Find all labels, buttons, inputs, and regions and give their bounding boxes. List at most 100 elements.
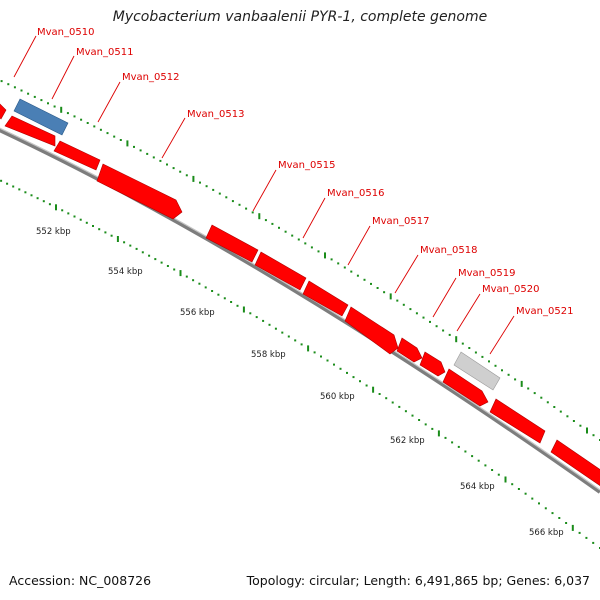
gene-arrow[interactable]	[396, 337, 423, 363]
kbp-label: 564 kbp	[460, 482, 495, 492]
minor-tick	[148, 254, 151, 257]
major-tick	[307, 345, 310, 352]
minor-tick	[185, 174, 188, 177]
gene-arrow[interactable]	[0, 100, 7, 120]
minor-tick	[431, 427, 434, 430]
gene-box-blue[interactable]	[13, 98, 69, 136]
kbp-label: 552 kbp	[36, 227, 71, 237]
minor-tick	[572, 420, 575, 422]
gene-arrow[interactable]	[442, 368, 489, 407]
minor-tick	[80, 118, 83, 121]
minor-tick	[398, 405, 401, 408]
gene-arrow[interactable]	[96, 163, 183, 220]
leader-line	[51, 55, 75, 100]
minor-tick	[113, 135, 116, 138]
minor-tick	[409, 308, 412, 311]
minor-tick	[422, 316, 425, 319]
minor-tick	[359, 380, 361, 383]
minor-tick	[205, 185, 208, 188]
minor-tick	[110, 234, 113, 237]
minor-tick	[310, 246, 313, 249]
minor-tick	[159, 159, 162, 162]
gene-label[interactable]: Mvan_0520	[482, 284, 539, 295]
minor-tick	[24, 191, 27, 194]
minor-tick	[565, 522, 568, 524]
minor-tick	[461, 342, 464, 345]
minor-tick	[179, 170, 182, 173]
minor-tick	[481, 355, 484, 358]
minor-tick	[494, 364, 497, 367]
minor-tick	[424, 423, 427, 426]
minor-tick	[135, 247, 138, 250]
major-tick	[55, 204, 57, 211]
minor-tick	[262, 319, 265, 322]
leader-line	[161, 117, 186, 159]
minor-tick	[129, 244, 132, 247]
minor-tick	[471, 455, 474, 458]
minor-tick	[514, 378, 517, 381]
gene-arrow[interactable]	[254, 251, 307, 291]
kbp-label: 558 kbp	[251, 350, 286, 360]
gene-box-gray[interactable]	[453, 351, 501, 391]
major-tick	[324, 252, 326, 259]
minor-tick	[98, 228, 101, 231]
gene-arrow[interactable]	[53, 140, 101, 171]
minor-tick	[13, 86, 16, 89]
minor-tick	[278, 226, 280, 229]
minor-tick	[592, 541, 595, 544]
minor-tick	[166, 163, 168, 166]
minor-tick	[448, 333, 451, 336]
leader-line	[97, 81, 121, 123]
minor-tick	[477, 459, 480, 462]
gene-arrow[interactable]	[419, 351, 446, 377]
kbp-label: 556 kbp	[180, 308, 215, 318]
minor-tick	[106, 132, 109, 135]
major-tick	[571, 524, 574, 531]
gene-label[interactable]: Mvan_0517	[372, 216, 429, 227]
gene-label[interactable]: Mvan_0513	[187, 109, 244, 120]
minor-tick	[152, 156, 155, 159]
minor-tick	[402, 303, 405, 306]
gene-label[interactable]: Mvan_0512	[122, 72, 179, 83]
minor-tick	[320, 355, 322, 358]
minor-tick	[154, 258, 157, 261]
minor-tick	[363, 278, 366, 281]
gene-arrow[interactable]	[302, 280, 349, 317]
gene-label[interactable]: Mvan_0511	[76, 47, 133, 58]
genome-backbone-highlight	[0, 127, 600, 491]
minor-tick	[337, 262, 340, 265]
minor-tick	[0, 80, 3, 83]
minor-tick	[544, 507, 547, 510]
gene-arrow[interactable]	[550, 439, 600, 487]
minor-tick	[559, 410, 562, 413]
gene-arrow[interactable]	[4, 115, 56, 147]
gene-arrow[interactable]	[344, 306, 399, 355]
minor-tick	[383, 291, 386, 294]
gene-label-leaders	[13, 35, 515, 355]
minor-tick	[313, 351, 316, 354]
kbp-label: 566 kbp	[529, 528, 564, 538]
gene-label[interactable]: Mvan_0518	[420, 245, 477, 256]
inner-tick-line	[0, 179, 600, 549]
minor-tick	[491, 469, 494, 471]
gene-label[interactable]: Mvan_0521	[516, 306, 573, 317]
gene-label[interactable]: Mvan_0519	[458, 268, 515, 279]
minor-tick	[346, 371, 348, 374]
minor-tick	[47, 102, 49, 105]
gene-label[interactable]: Mvan_0516	[327, 188, 384, 199]
minor-tick	[185, 275, 188, 278]
minor-tick	[204, 286, 207, 289]
minor-tick	[531, 497, 534, 500]
outer-tick-line	[0, 80, 600, 441]
gene-label[interactable]: Mvan_0515	[278, 160, 335, 171]
minor-tick	[73, 215, 76, 218]
minor-tick	[20, 89, 23, 92]
minor-tick	[274, 327, 277, 330]
minor-tick	[464, 450, 467, 453]
gene-arrow[interactable]	[489, 398, 546, 444]
gene-arrow[interactable]	[205, 224, 259, 263]
minor-tick	[199, 181, 201, 184]
gene-label[interactable]: Mvan_0510	[37, 27, 94, 38]
minor-tick	[264, 219, 267, 222]
